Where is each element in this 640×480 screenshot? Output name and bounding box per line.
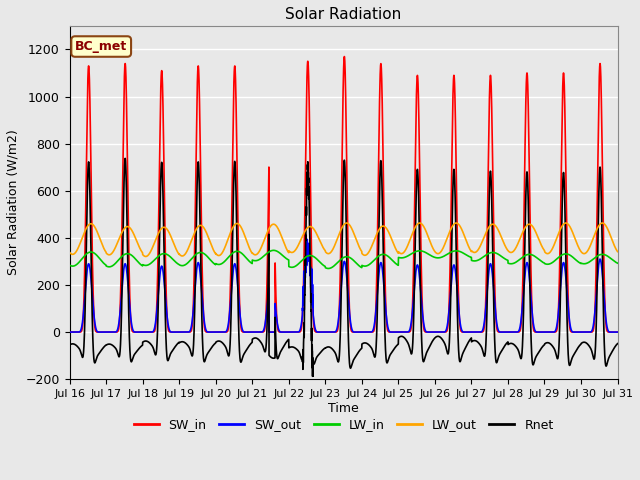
LW_in [323,265,331,271]
Rnet [308,373,316,379]
SW_out [164,321,172,327]
Legend: SW_in, SW_out, LW_in, LW_out, Rnet: SW_in, SW_out, LW_in, LW_out, Rnet [129,413,559,436]
SW_out [66,329,74,335]
Y-axis label: Solar Radiation (W/m2): Solar Radiation (W/m2) [7,130,20,276]
LW_in [324,265,332,271]
Rnet [323,344,331,350]
SW_out [467,329,474,335]
LW_out [323,251,331,256]
X-axis label: Time: Time [328,402,359,415]
Rnet [66,342,74,348]
Line: LW_in: LW_in [70,251,618,268]
SW_in [164,325,172,331]
SW_in [613,329,621,335]
Rnet [498,348,506,354]
LW_out [498,234,506,240]
SW_out [323,329,331,335]
SW_in [66,329,74,335]
Title: Solar Radiation: Solar Radiation [285,7,402,22]
Rnet [122,156,129,161]
LW_in [467,254,474,260]
SW_in [436,329,444,335]
SW_out [613,329,621,335]
LW_in [164,252,172,258]
SW_in [467,329,474,335]
LW_in [614,260,621,266]
SW_out [303,237,311,242]
LW_out [613,248,621,254]
LW_out [164,228,172,234]
LW_out [614,249,621,254]
LW_out [436,250,444,255]
LW_in [498,253,506,259]
LW_in [270,248,278,253]
LW_in [66,262,74,268]
SW_in [614,329,621,335]
LW_out [598,220,606,226]
Rnet [614,341,621,347]
LW_in [436,255,444,261]
Line: SW_out: SW_out [70,240,618,332]
Text: BC_met: BC_met [75,40,127,53]
Rnet [613,341,621,347]
Line: Rnet: Rnet [70,158,618,376]
Line: SW_in: SW_in [70,57,618,332]
SW_out [436,329,444,335]
LW_in [613,260,621,266]
LW_out [467,247,474,253]
LW_out [142,253,150,259]
SW_in [323,329,331,335]
Rnet [164,358,172,363]
LW_out [66,250,74,255]
Rnet [436,334,444,340]
SW_in [498,329,506,335]
SW_out [614,329,621,335]
Line: LW_out: LW_out [70,223,618,256]
SW_out [498,329,506,335]
SW_in [340,54,348,60]
Rnet [467,336,474,342]
